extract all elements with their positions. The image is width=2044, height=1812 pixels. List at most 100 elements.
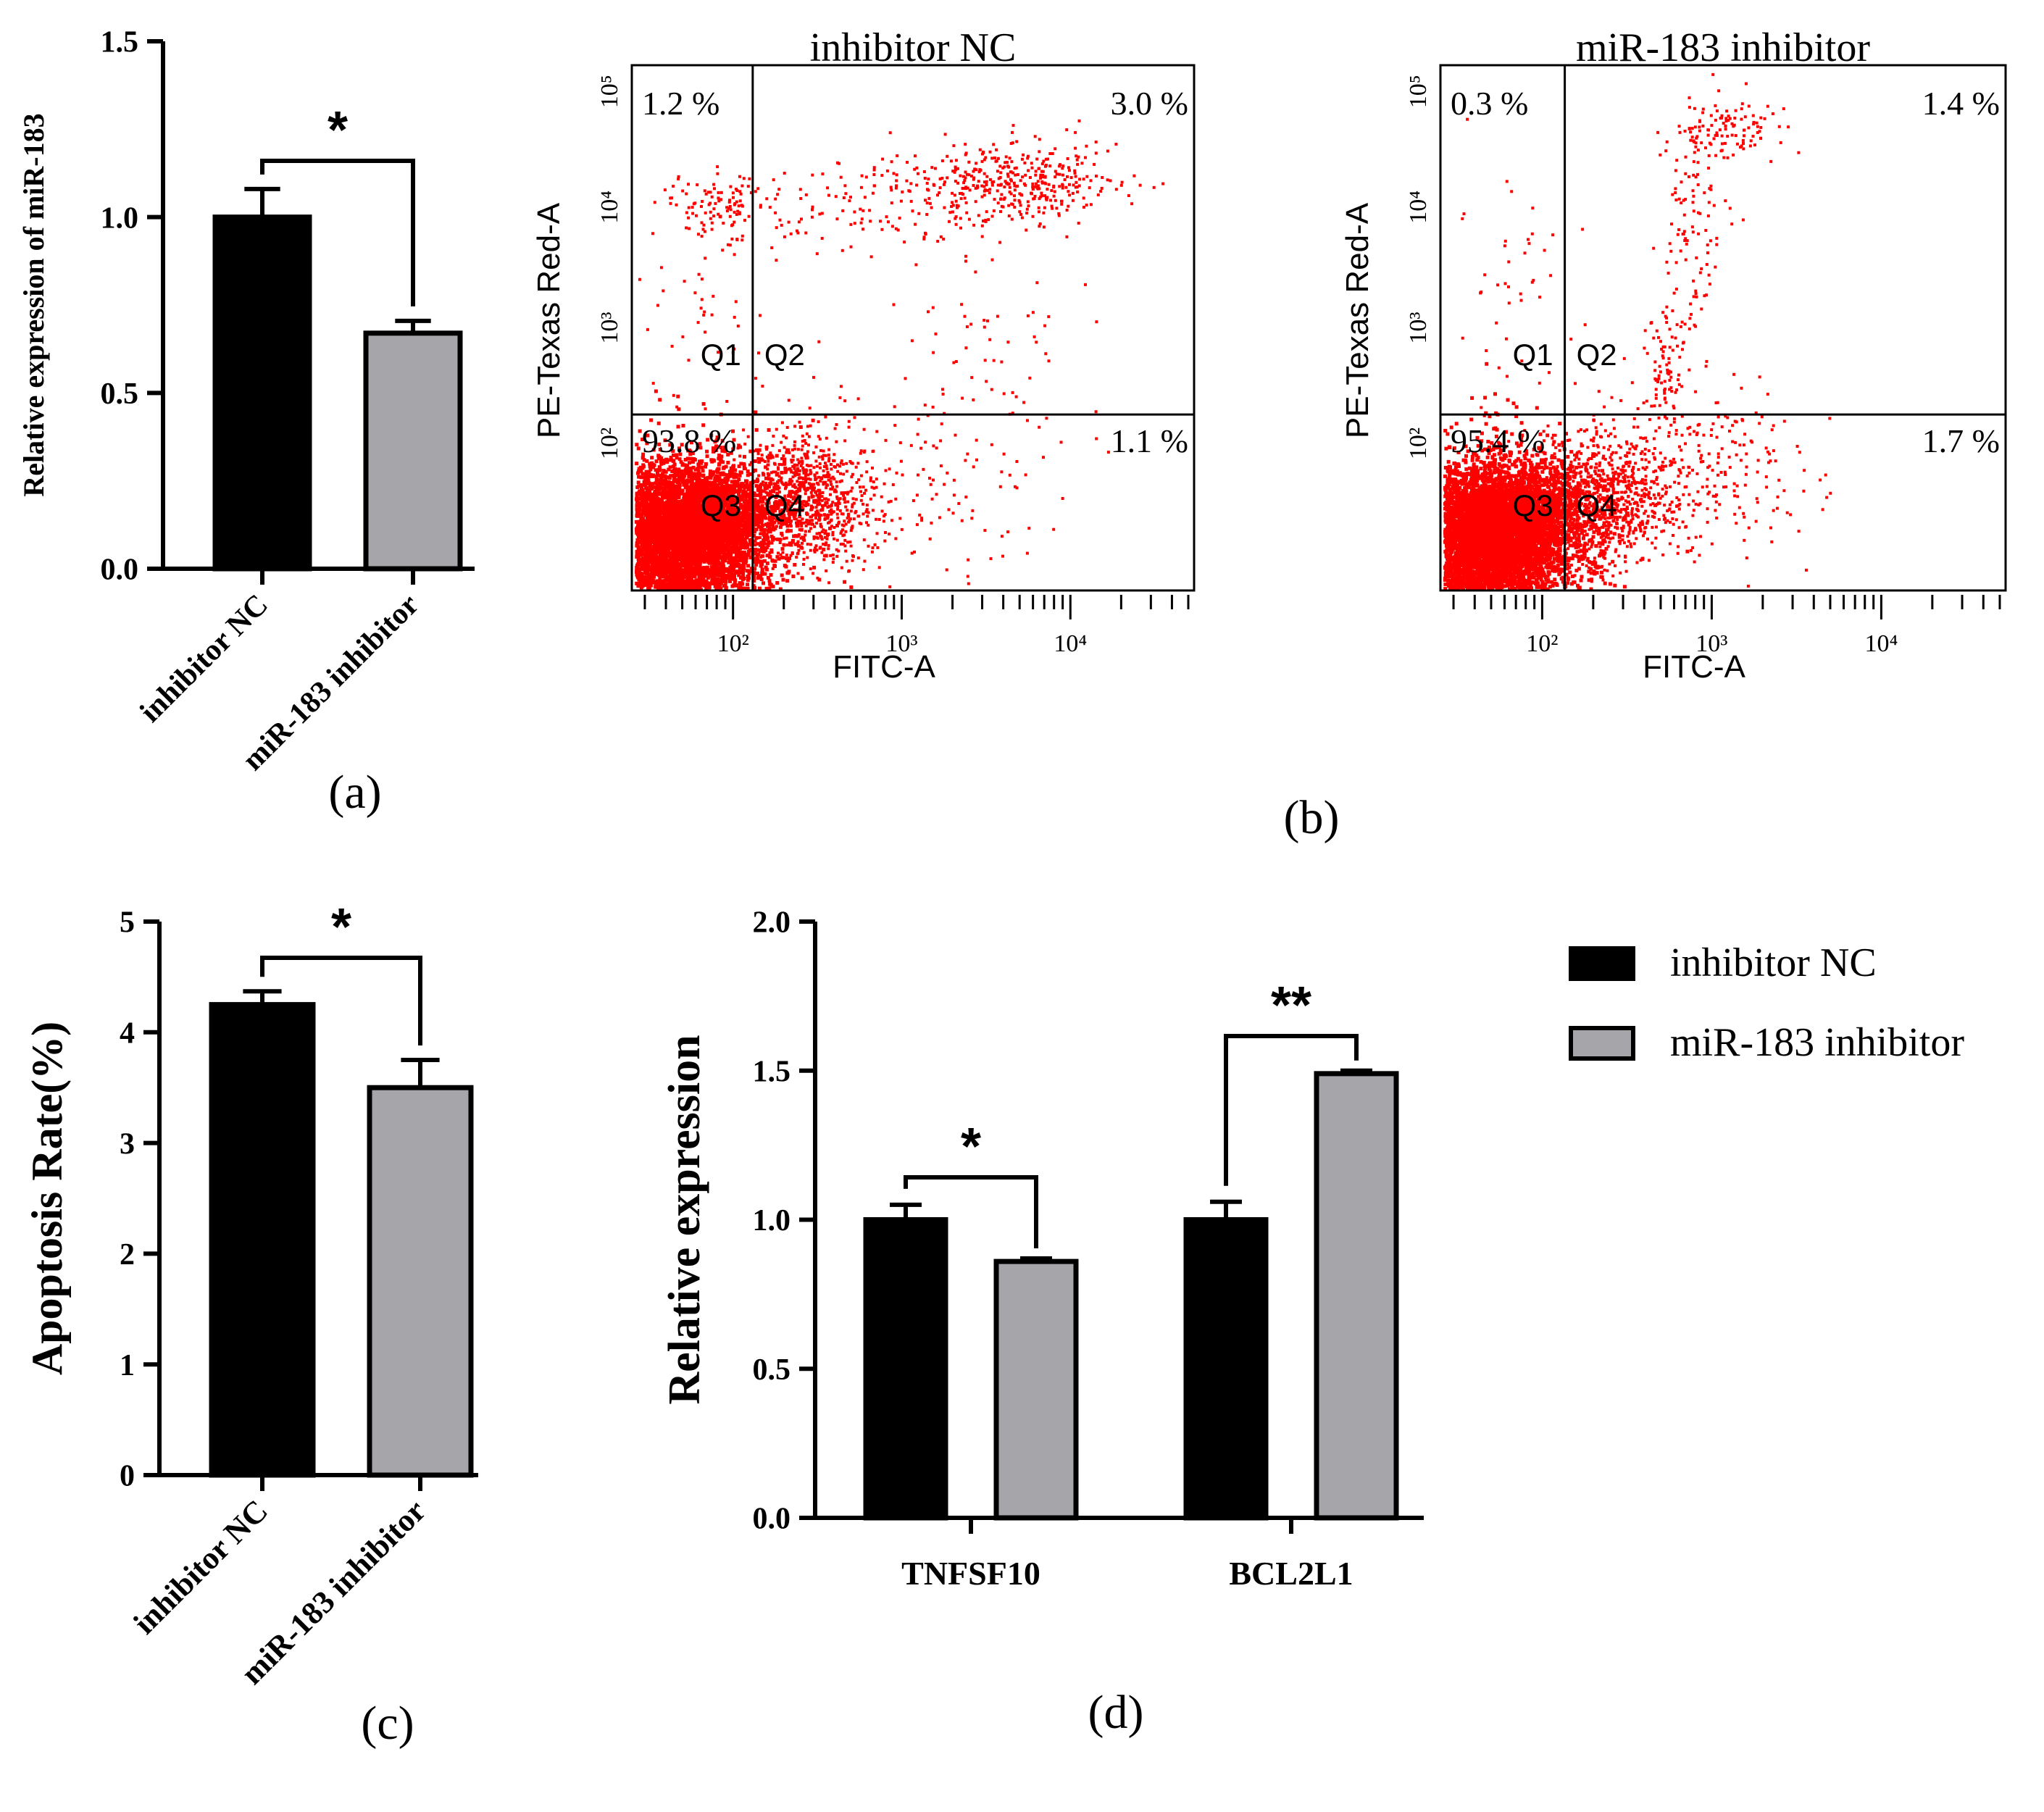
data-point (781, 577, 785, 582)
data-point (739, 470, 743, 475)
data-point (685, 580, 688, 583)
data-point (689, 441, 693, 445)
data-point (765, 561, 769, 565)
data-point (688, 485, 693, 490)
data-point (659, 569, 663, 573)
data-point (743, 525, 747, 529)
data-point (670, 502, 675, 506)
data-point (635, 491, 639, 496)
data-point (689, 527, 693, 532)
data-point (698, 506, 701, 510)
data-point (735, 559, 740, 563)
data-point (651, 473, 656, 477)
bar (363, 330, 463, 572)
data-point (742, 463, 746, 467)
data-point (731, 472, 735, 477)
data-point (679, 507, 683, 512)
data-point (681, 424, 685, 427)
data-point (745, 569, 749, 573)
data-point (638, 519, 643, 523)
data-point (706, 559, 710, 562)
data-point (645, 564, 649, 569)
data-point (705, 523, 709, 527)
data-point (712, 449, 715, 454)
data-point (707, 548, 712, 552)
y-tick-label: 1.0 (101, 201, 139, 235)
data-point (672, 583, 677, 587)
data-point (718, 518, 722, 522)
data-point (659, 586, 663, 590)
data-point (775, 501, 780, 505)
data-point (643, 540, 647, 545)
data-point (677, 446, 681, 451)
data-point (645, 459, 649, 463)
data-point (641, 472, 645, 476)
data-point (660, 548, 664, 552)
data-point (685, 504, 689, 508)
data-point (685, 558, 690, 562)
data-point (635, 504, 639, 508)
data-point (688, 550, 693, 554)
data-point (654, 488, 659, 491)
data-point (671, 557, 675, 561)
data-point (730, 556, 735, 561)
data-point (671, 560, 675, 564)
data-point (772, 485, 777, 490)
data-point (643, 472, 648, 476)
data-point (732, 566, 736, 570)
data-point (723, 559, 727, 563)
data-point (658, 468, 662, 472)
data-point (714, 564, 719, 568)
data-point (692, 519, 696, 524)
data-point (748, 556, 753, 560)
data-point (683, 468, 688, 472)
data-point (740, 541, 744, 545)
data-point (673, 558, 677, 562)
data-point (666, 576, 670, 580)
data-point (717, 580, 721, 584)
data-point (646, 482, 651, 486)
data-point (667, 467, 671, 472)
data-point (646, 576, 650, 580)
data-point (677, 579, 681, 583)
data-point (638, 506, 642, 510)
data-point (679, 489, 683, 493)
data-point (687, 547, 691, 551)
data-point (798, 425, 803, 429)
data-point (656, 561, 661, 566)
data-point (733, 569, 738, 574)
data-point (718, 520, 722, 525)
data-point (739, 462, 743, 466)
data-point (675, 536, 679, 540)
data-point (768, 555, 772, 559)
data-point (732, 475, 736, 480)
data-point (723, 569, 727, 573)
data-point (754, 427, 759, 432)
data-point (719, 587, 723, 591)
data-point (658, 572, 662, 575)
data-point (746, 524, 751, 528)
data-point (752, 528, 756, 533)
data-point (771, 584, 775, 588)
data-point (654, 527, 658, 532)
data-point (767, 540, 771, 544)
data-point (780, 470, 784, 475)
data-point (703, 512, 707, 516)
data-point (635, 574, 640, 578)
data-point (674, 585, 678, 590)
data-point (636, 563, 641, 567)
data-point (654, 556, 658, 561)
data-point (659, 462, 664, 466)
data-point (647, 582, 651, 586)
data-point (701, 499, 706, 504)
data-point (656, 538, 660, 541)
data-point (745, 545, 749, 549)
data-point (715, 445, 719, 449)
data-point (657, 465, 662, 469)
data-point (796, 543, 801, 548)
data-point (641, 580, 646, 585)
data-point (704, 546, 709, 550)
data-point (746, 564, 751, 568)
data-point (698, 584, 702, 588)
data-point (688, 583, 692, 588)
